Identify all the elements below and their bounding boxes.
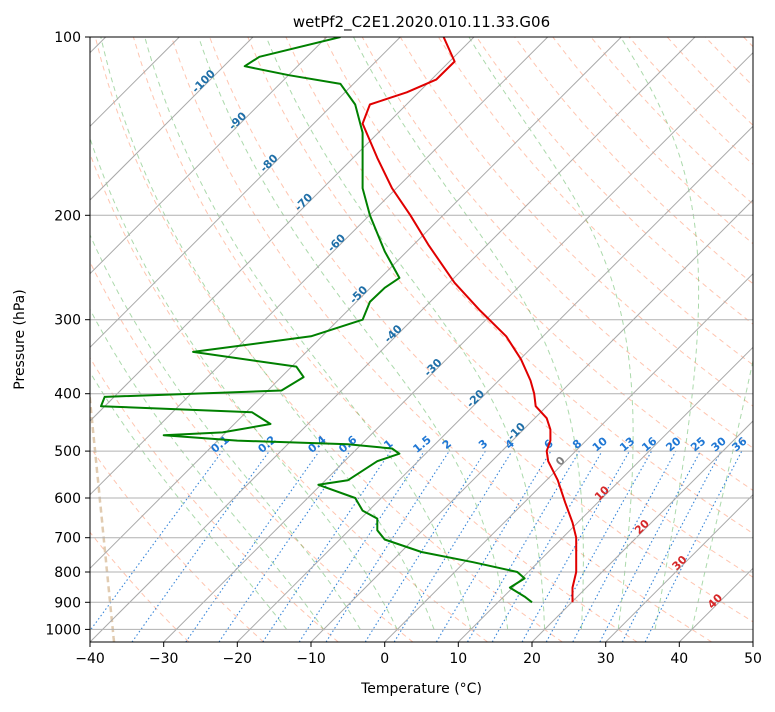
dry-adiabat — [591, 37, 775, 642]
isotherm-label: -90 — [226, 109, 249, 132]
dry-adiabat — [705, 37, 775, 642]
mixing-ratio-line — [600, 451, 701, 642]
x-tick-label: −20 — [223, 651, 253, 667]
moist-adiabat — [692, 37, 775, 629]
skewed-isotherm — [311, 37, 775, 642]
isotherm-label: -70 — [292, 190, 315, 213]
y-tick-label: 100 — [54, 30, 81, 46]
skewed-isotherm — [237, 37, 775, 642]
isotherm-label: 40 — [705, 591, 725, 611]
mixing-ratio-line — [82, 451, 223, 642]
mixing-ratio-line — [326, 451, 449, 642]
moist-adiabat — [0, 37, 287, 629]
dry-adiabat — [744, 37, 775, 642]
moist-adiabat — [145, 37, 471, 629]
mixing-ratio-line — [263, 451, 391, 642]
skewed-isotherm — [164, 37, 769, 642]
x-axis-label: Temperature (°C) — [360, 681, 482, 697]
y-tick-label: 1000 — [45, 622, 81, 638]
x-tick-label: 40 — [670, 651, 688, 667]
x-tick-label: 50 — [744, 651, 762, 667]
dry-adiabat — [0, 37, 189, 642]
y-tick-label: 300 — [54, 313, 81, 329]
lcl-curve — [54, 37, 114, 642]
mixing-ratio-label: 8 — [570, 437, 584, 452]
mixing-ratio-label: 3 — [476, 437, 490, 452]
isotherm-label: -60 — [325, 231, 348, 254]
mixing-ratio-line — [436, 451, 551, 642]
y-tick-label: 800 — [54, 565, 81, 581]
isotherm-label: 30 — [670, 553, 690, 573]
y-tick-label: 200 — [54, 208, 81, 224]
skewed-isotherm — [532, 37, 775, 642]
isotherm-label: -80 — [257, 151, 280, 174]
skewed-isotherm — [753, 37, 775, 642]
dry-adiabat — [553, 37, 775, 642]
skewed-isotherm — [679, 37, 775, 642]
isotherm-label: -30 — [421, 356, 444, 379]
dry-adiabat — [19, 37, 413, 642]
skewed-isotherm — [0, 37, 400, 642]
skewed-isotherm — [0, 37, 327, 642]
mixing-ratio-label: 0.1 — [209, 433, 232, 455]
x-tick-label: −40 — [75, 651, 105, 667]
dry-adiabat — [172, 37, 712, 642]
dry-adiabat — [438, 37, 775, 642]
skewed-isotherm — [0, 37, 253, 642]
moist-adiabat — [469, 37, 633, 629]
dry-adiabat — [515, 37, 775, 642]
dry-adiabat — [667, 37, 775, 642]
skewed-isotherm — [385, 37, 775, 642]
y-tick-label: 600 — [54, 491, 81, 507]
dry-adiabat — [57, 37, 488, 642]
isotherm-label: -100 — [189, 67, 218, 96]
dry-adiabat — [0, 37, 263, 642]
y-tick-label: 500 — [54, 444, 81, 460]
chart-title: wetPf2_C2E1.2020.010.11.33.G06 — [293, 13, 550, 32]
mixing-ratio-line — [468, 451, 580, 642]
y-tick-label: 700 — [54, 531, 81, 547]
isotherm-label: 20 — [632, 517, 652, 537]
y-tick-label: 900 — [54, 595, 81, 611]
x-tick-label: 30 — [597, 651, 615, 667]
isotherm-label: 10 — [592, 483, 612, 503]
isotherm-label: -20 — [464, 387, 487, 410]
x-tick-label: 0 — [380, 651, 389, 667]
mixing-ratio-label: 1.5 — [411, 433, 434, 455]
x-tick-label: 10 — [449, 651, 467, 667]
y-axis-label: Pressure (hPa) — [12, 289, 28, 389]
mixing-ratio-line — [573, 451, 676, 642]
dry-adiabat — [95, 37, 562, 642]
skewed-isotherm — [458, 37, 775, 642]
moist-adiabat — [199, 37, 508, 629]
x-tick-label: 20 — [523, 651, 541, 667]
x-tick-label: −30 — [149, 651, 179, 667]
mixing-ratio-line — [365, 451, 485, 642]
mixing-ratio-label: 2 — [440, 437, 454, 452]
y-tick-label: 400 — [54, 387, 81, 403]
x-tick-label: −10 — [296, 651, 326, 667]
mixing-ratio-line — [546, 451, 651, 642]
mixing-ratio-label: 0.2 — [255, 433, 278, 455]
